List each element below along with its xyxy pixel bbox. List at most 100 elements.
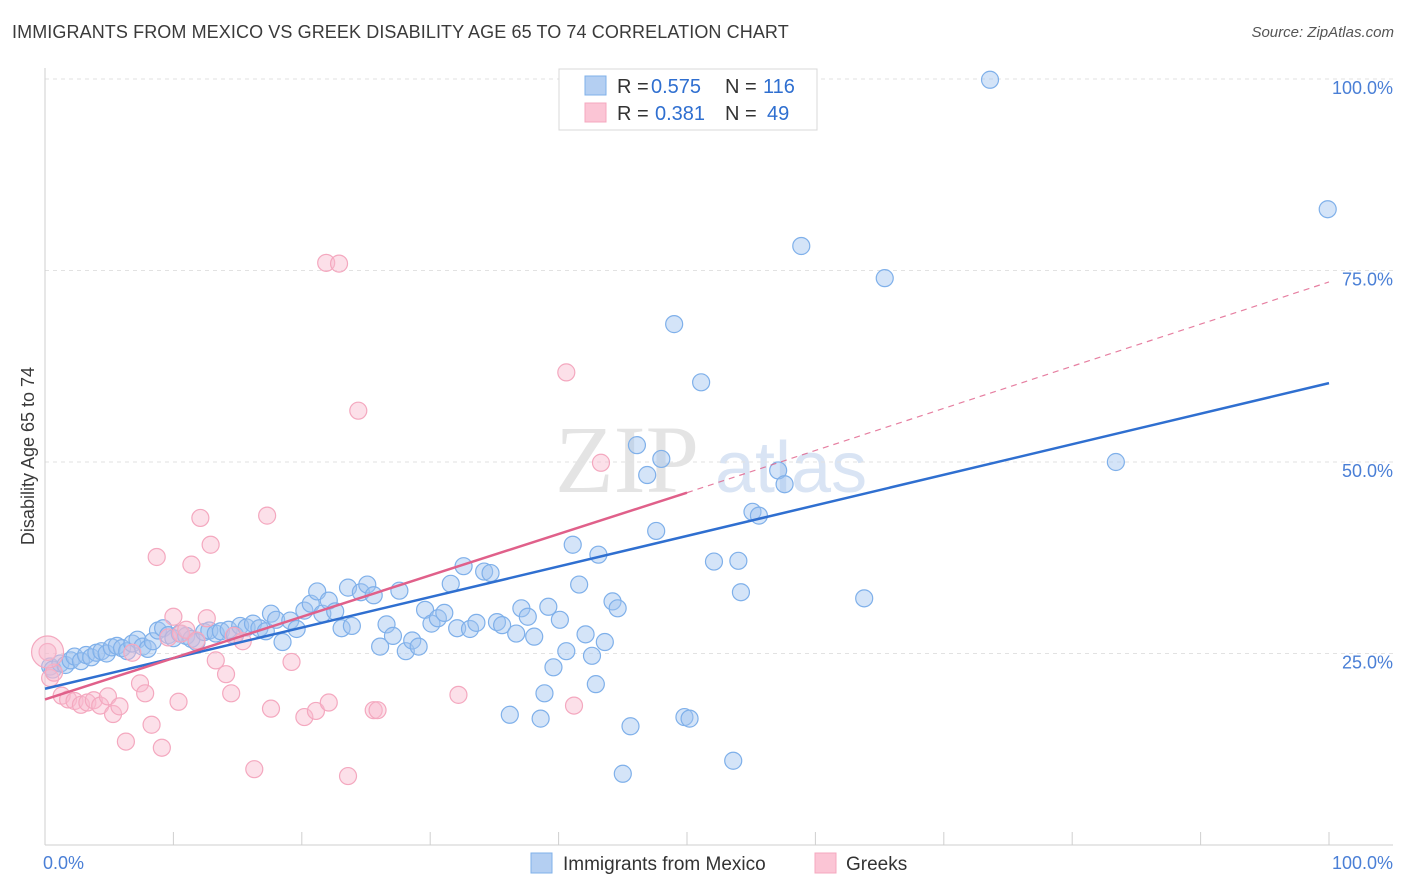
trend-line-mexico (44, 381, 1330, 690)
point-greeks (319, 693, 338, 712)
point-mexico (665, 315, 684, 334)
point-greeks (123, 643, 142, 662)
point-greeks (169, 692, 188, 711)
point-mexico (576, 625, 595, 644)
series-greeks (30, 253, 611, 786)
legend-r-value-mexico: 0.575 (651, 76, 701, 98)
trend-line-greeks (44, 491, 688, 701)
bottom-legend-label-mexico: Immigrants from Mexico (563, 854, 766, 875)
point-mexico (531, 709, 550, 728)
legend-r-label-greeks: R = (617, 103, 649, 125)
point-mexico (563, 535, 582, 554)
point-mexico (550, 610, 569, 629)
point-mexico (692, 373, 711, 392)
point-mexico (680, 709, 699, 728)
series-immigrants-from-mexico (41, 70, 1337, 783)
point-mexico (704, 552, 724, 571)
point-greeks (282, 652, 301, 672)
point-greeks (368, 701, 387, 720)
point-greeks (258, 506, 277, 525)
point-mexico (409, 637, 428, 656)
svg-text:ZIP: ZIP (555, 406, 699, 513)
point-mexico (570, 575, 589, 594)
point-mexico (749, 506, 769, 525)
point-mexico (980, 70, 1000, 89)
legend-r-value-greeks: 0.381 (655, 103, 705, 125)
point-mexico (487, 612, 507, 632)
point-mexico (557, 642, 576, 661)
point-mexico (143, 632, 162, 651)
legend-n-label-mexico: N = (725, 76, 757, 98)
point-mexico (582, 646, 602, 665)
point-greeks (317, 253, 336, 272)
point-greeks (245, 760, 264, 779)
point-mexico (383, 626, 403, 645)
x-ticks (44, 832, 1330, 845)
point-greeks (187, 631, 206, 650)
point-mexico (608, 599, 627, 618)
point-mexico (481, 563, 500, 583)
point-mexico (775, 475, 794, 494)
point-mexico (493, 616, 512, 635)
x-tick-label-max: 100.0% (1332, 853, 1393, 873)
point-mexico (535, 684, 554, 703)
bottom-legend-swatch-greeks (814, 852, 837, 874)
chart-title: IMMIGRANTS FROM MEXICO VS GREEK DISABILI… (12, 22, 789, 42)
point-greeks (136, 684, 155, 703)
point-mexico (724, 751, 743, 770)
y-tick-labels: 25.0% 50.0% 75.0% 100.0% (1332, 78, 1393, 673)
point-mexico (448, 619, 467, 638)
point-mexico (621, 717, 640, 736)
legend-n-value-greeks: 49 (767, 103, 789, 125)
legend-n-label-greeks: N = (725, 103, 757, 125)
point-mexico (475, 562, 494, 581)
point-greeks (30, 635, 65, 669)
point-mexico (435, 603, 454, 623)
point-mexico (1318, 200, 1337, 219)
point-mexico (731, 583, 751, 602)
point-mexico (358, 575, 377, 594)
bottom-legend-label-greeks: Greeks (846, 854, 907, 875)
point-greeks (38, 642, 57, 662)
point-mexico (627, 436, 647, 455)
point-greeks (329, 254, 349, 273)
point-greeks (295, 707, 314, 727)
svg-text:atlas: atlas (715, 428, 867, 508)
point-greeks (182, 555, 201, 574)
point-mexico (525, 627, 544, 646)
point-greeks (152, 738, 171, 757)
point-mexico (539, 597, 558, 616)
point-greeks (98, 687, 118, 706)
correlation-legend: R = 0.575 N = 116 R = 0.381 N = 49 (558, 68, 818, 131)
point-mexico (467, 613, 486, 632)
point-greeks (110, 697, 129, 716)
point-greeks (191, 508, 210, 528)
legend-swatch-mexico (584, 75, 607, 96)
point-mexico (377, 615, 396, 634)
legend-swatch-greeks (584, 102, 607, 123)
series-legend: Immigrants from Mexico Greeks (530, 852, 907, 875)
point-greeks (564, 696, 584, 715)
point-greeks (216, 665, 236, 684)
chart-source: Source: ZipAtlas.com (1251, 24, 1394, 41)
point-greeks (222, 684, 241, 703)
point-greeks (201, 535, 220, 554)
point-mexico (613, 764, 632, 783)
point-mexico (507, 624, 526, 643)
legend-n-value-mexico: 116 (763, 76, 795, 98)
point-mexico (112, 639, 132, 658)
point-mexico (652, 449, 671, 469)
point-greeks (349, 401, 368, 420)
point-greeks (130, 674, 150, 693)
x-tick-label-min: 0.0% (43, 853, 84, 873)
point-mexico (855, 589, 874, 608)
point-mexico (500, 705, 519, 724)
point-mexico (371, 637, 390, 656)
point-greeks (557, 363, 576, 382)
point-greeks (206, 651, 225, 670)
point-mexico (638, 465, 657, 485)
y-tick-label: 50.0% (1342, 461, 1393, 481)
point-greeks (116, 732, 135, 751)
point-greeks (164, 607, 183, 626)
